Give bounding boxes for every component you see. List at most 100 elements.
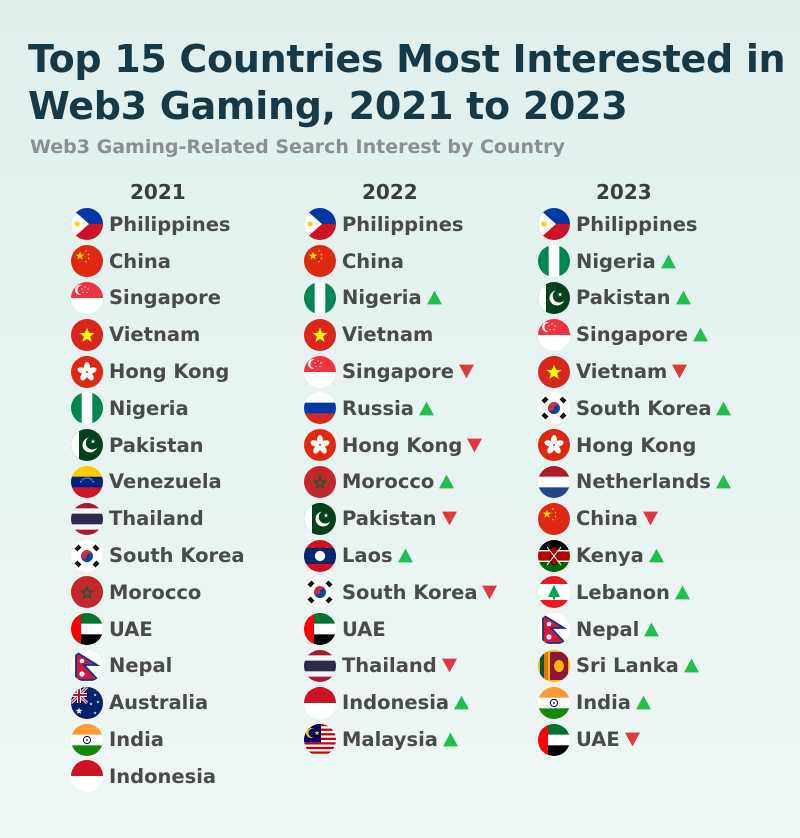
- year-column-2022: 2022 Philippines China Nigeria Vietnam Sin…: [304, 178, 544, 758]
- country-row: Thailand: [71, 500, 311, 537]
- country-row: Vietnam: [538, 353, 778, 390]
- rank-up-arrow-icon: [397, 548, 413, 563]
- country-row: Nepal: [71, 648, 311, 685]
- rank-up-arrow-icon: [454, 695, 469, 710]
- country-name: Vietnam: [109, 323, 201, 347]
- country-name: Lebanon: [576, 580, 670, 604]
- south-korea-flag-icon: [71, 539, 103, 572]
- country-name: South Korea: [342, 580, 478, 604]
- country-row: Pakistan: [71, 427, 311, 464]
- country-name: Thailand: [342, 654, 437, 678]
- country-name: Thailand: [109, 507, 204, 531]
- country-row: Australia: [71, 684, 311, 721]
- china-flag-icon: [538, 502, 570, 535]
- country-row: South Korea: [71, 537, 311, 574]
- country-name: Nigeria: [109, 396, 189, 420]
- laos-flag-icon: [304, 539, 336, 572]
- country-row: Hong Kong: [304, 427, 544, 464]
- country-row: Nigeria: [304, 280, 544, 317]
- rank-up-arrow-icon: [716, 401, 732, 416]
- country-row: Thailand: [304, 648, 544, 685]
- uae-flag-icon: [304, 613, 336, 646]
- country-name: South Korea: [576, 396, 712, 420]
- country-list: Philippines Nigeria Pakistan Singapore Vie…: [538, 206, 778, 758]
- country-row: Malaysia: [304, 721, 544, 758]
- country-name: Hong Kong: [109, 360, 230, 384]
- rank-down-arrow-icon: [642, 511, 658, 526]
- rank-down-arrow-icon: [441, 659, 457, 673]
- hong-kong-flag-icon: [71, 355, 103, 388]
- country-row: Philippines: [71, 206, 311, 243]
- country-row: Netherlands: [538, 464, 778, 501]
- vietnam-flag-icon: [304, 318, 336, 351]
- country-row: UAE: [538, 721, 778, 758]
- country-name: Hong Kong: [576, 433, 697, 457]
- australia-flag-icon: [71, 686, 103, 719]
- country-name: Nigeria: [342, 286, 422, 310]
- country-name: Pakistan: [576, 286, 671, 310]
- uae-flag-icon: [71, 613, 103, 646]
- country-row: China: [304, 243, 544, 280]
- rank-down-arrow-icon: [624, 732, 640, 747]
- country-row: Venezuela: [71, 464, 311, 501]
- country-name: UAE: [576, 728, 620, 752]
- vietnam-flag-icon: [71, 318, 103, 351]
- country-row: Russia: [304, 390, 544, 427]
- country-name: Pakistan: [342, 507, 437, 531]
- nepal-flag-icon: [538, 613, 570, 646]
- year-column-2021: 2021 Philippines China Singapore Vietnam H…: [71, 178, 311, 795]
- country-row: Nepal: [538, 611, 778, 648]
- country-name: Singapore: [576, 323, 688, 347]
- thailand-flag-icon: [71, 502, 103, 535]
- country-row: South Korea: [304, 574, 544, 611]
- singapore-flag-icon: [538, 318, 570, 351]
- country-row: Vietnam: [304, 316, 544, 353]
- page-subtitle: Web3 Gaming-Related Search Interest by C…: [30, 136, 565, 158]
- country-name: Indonesia: [342, 691, 450, 715]
- country-name: Hong Kong: [342, 433, 463, 457]
- nepal-flag-icon: [71, 649, 103, 682]
- rank-down-arrow-icon: [441, 511, 457, 526]
- hong-kong-flag-icon: [304, 429, 336, 462]
- country-name: Singapore: [342, 360, 454, 384]
- philippines-flag-icon: [538, 208, 570, 241]
- rank-up-arrow-icon: [644, 622, 660, 637]
- morocco-flag-icon: [304, 465, 336, 498]
- country-name: Philippines: [576, 212, 698, 236]
- india-flag-icon: [538, 686, 570, 719]
- country-name: China: [342, 249, 404, 273]
- country-name: Morocco: [109, 580, 202, 604]
- country-name: India: [109, 728, 164, 752]
- rank-down-arrow-icon: [459, 364, 474, 379]
- rank-up-arrow-icon: [693, 327, 708, 342]
- venezuela-flag-icon: [71, 465, 103, 498]
- india-flag-icon: [71, 723, 103, 756]
- country-row: Hong Kong: [538, 427, 778, 464]
- country-name: UAE: [109, 617, 153, 641]
- country-row: Pakistan: [304, 500, 544, 537]
- year-heading: 2021: [130, 180, 186, 204]
- pakistan-flag-icon: [538, 281, 570, 314]
- country-row: Morocco: [71, 574, 311, 611]
- country-row: South Korea: [538, 390, 778, 427]
- malaysia-flag-icon: [304, 723, 336, 756]
- country-row: Lebanon: [538, 574, 778, 611]
- country-row: Indonesia: [304, 684, 544, 721]
- indonesia-flag-icon: [71, 760, 103, 793]
- country-row: Singapore: [304, 353, 544, 390]
- country-row: Vietnam: [71, 316, 311, 353]
- year-heading: 2023: [596, 180, 652, 204]
- country-name: Malaysia: [342, 728, 438, 752]
- country-name: Pakistan: [109, 433, 204, 457]
- vietnam-flag-icon: [538, 355, 570, 388]
- country-row: Nigeria: [538, 243, 778, 280]
- country-list: Philippines China Singapore Vietnam Hong K…: [71, 206, 311, 795]
- country-name: South Korea: [109, 544, 245, 568]
- singapore-flag-icon: [304, 355, 336, 388]
- nigeria-flag-icon: [538, 245, 570, 278]
- south-korea-flag-icon: [304, 576, 336, 609]
- country-row: UAE: [71, 611, 311, 648]
- country-name: Australia: [109, 691, 209, 715]
- country-name: Nepal: [109, 654, 173, 678]
- singapore-flag-icon: [71, 281, 103, 314]
